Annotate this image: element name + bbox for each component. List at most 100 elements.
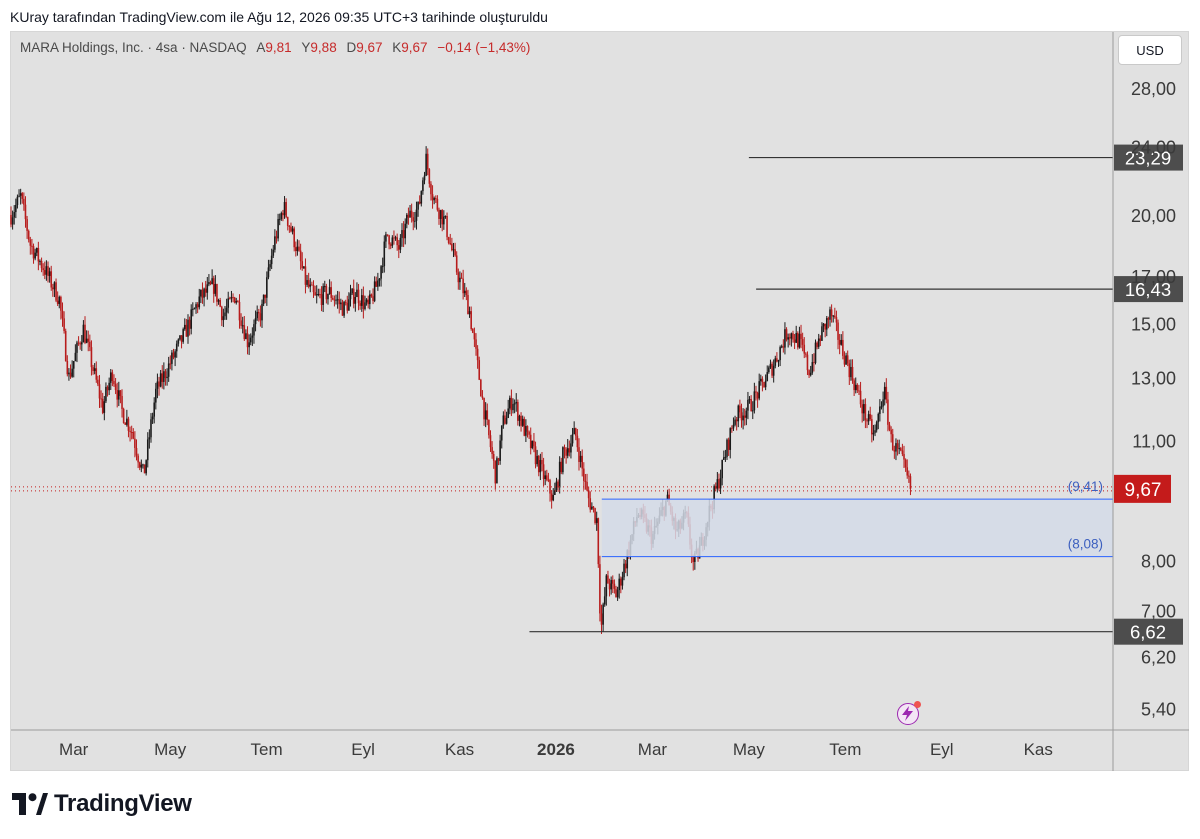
candle-body bbox=[299, 250, 302, 262]
candle-body bbox=[713, 486, 715, 510]
candle-body bbox=[423, 175, 426, 181]
candle-body bbox=[303, 266, 305, 269]
candle-body bbox=[867, 414, 870, 422]
candle-body bbox=[307, 280, 310, 287]
candle-body bbox=[734, 419, 736, 425]
candle-body bbox=[100, 398, 102, 400]
candle-body bbox=[856, 384, 859, 391]
candle-body bbox=[591, 506, 593, 510]
candle-body bbox=[724, 456, 727, 458]
candle-body bbox=[274, 236, 276, 250]
candle-body bbox=[208, 282, 210, 285]
candle-body bbox=[19, 193, 22, 196]
candle-body bbox=[340, 302, 342, 305]
candle-body bbox=[105, 386, 107, 402]
currency-button[interactable]: USD bbox=[1118, 35, 1182, 65]
candle-body bbox=[772, 365, 775, 376]
candle-body bbox=[484, 410, 487, 420]
lightning-icon[interactable] bbox=[897, 701, 921, 725]
candle-body bbox=[95, 368, 98, 380]
candle-body bbox=[220, 306, 223, 321]
candle-body bbox=[726, 439, 728, 457]
candle-body bbox=[200, 289, 202, 297]
candle-body bbox=[212, 278, 215, 294]
candle-body bbox=[66, 360, 69, 375]
chart-panel[interactable] bbox=[10, 31, 1189, 771]
candle-body bbox=[433, 198, 435, 201]
candle-body bbox=[879, 406, 881, 414]
candle-body bbox=[328, 287, 331, 294]
candle-body bbox=[476, 348, 479, 361]
candle-body bbox=[623, 563, 625, 578]
candle-body bbox=[536, 455, 538, 465]
candle-body bbox=[887, 399, 889, 425]
candle-body bbox=[253, 324, 255, 336]
candle-body bbox=[589, 498, 592, 510]
candle-body bbox=[801, 339, 804, 345]
candle-body bbox=[270, 255, 273, 265]
candle-body bbox=[238, 301, 241, 321]
candle-body bbox=[343, 301, 345, 316]
candle-body bbox=[333, 299, 336, 301]
candle-body bbox=[69, 372, 72, 377]
candle-body bbox=[573, 428, 575, 435]
candle-body bbox=[780, 346, 783, 348]
candle-body bbox=[177, 339, 180, 344]
candle-body bbox=[748, 399, 751, 401]
candle-body bbox=[832, 315, 835, 317]
candle-body bbox=[90, 347, 93, 368]
candle-body bbox=[180, 335, 183, 342]
candle-body bbox=[306, 280, 308, 285]
candle-body bbox=[882, 399, 884, 407]
symbol-legend[interactable]: MARA Holdings, Inc. · 4sa · NASDAQ A9,81… bbox=[20, 40, 530, 55]
zone-fill bbox=[601, 499, 1113, 557]
candle-body bbox=[864, 404, 867, 421]
candle-body bbox=[142, 464, 144, 466]
candle-body bbox=[883, 386, 886, 400]
candle-body bbox=[148, 437, 151, 440]
candle-body bbox=[602, 604, 604, 625]
candle-body bbox=[496, 458, 498, 484]
candle-body bbox=[92, 367, 94, 371]
high-value: 9,88 bbox=[310, 40, 337, 55]
candle-body bbox=[607, 575, 609, 584]
candle-body bbox=[185, 324, 188, 337]
candle-body bbox=[249, 337, 252, 343]
tradingview-logo[interactable]: TradingView bbox=[12, 790, 192, 818]
candle-body bbox=[731, 428, 733, 430]
candle-body bbox=[344, 301, 347, 303]
candle-body bbox=[129, 430, 131, 432]
candle-body bbox=[406, 214, 408, 224]
candle-body bbox=[845, 355, 847, 365]
candle-body bbox=[809, 372, 812, 376]
candle-body bbox=[447, 237, 450, 243]
candle-body bbox=[563, 447, 566, 450]
candle-body bbox=[378, 278, 381, 281]
candle-body bbox=[256, 311, 258, 319]
candle-body bbox=[206, 284, 209, 293]
candle-body bbox=[227, 298, 230, 308]
symbol-title[interactable]: MARA Holdings, Inc. · 4sa · NASDAQ bbox=[20, 40, 247, 55]
candle-body bbox=[618, 578, 621, 591]
candle-body bbox=[481, 396, 484, 398]
candle-body bbox=[294, 247, 297, 252]
candle-body bbox=[351, 288, 353, 294]
x-tick-label: Mar bbox=[638, 740, 668, 759]
candle-body bbox=[349, 293, 352, 300]
candle-body bbox=[214, 284, 217, 294]
candle-body bbox=[898, 448, 900, 450]
candle-body bbox=[151, 416, 154, 420]
candle-body bbox=[803, 344, 806, 354]
candle-body bbox=[224, 312, 226, 317]
candle-body bbox=[428, 169, 431, 184]
candle-body bbox=[908, 475, 910, 477]
candle-body bbox=[77, 342, 80, 344]
candle-body bbox=[901, 450, 904, 455]
candle-body bbox=[169, 363, 172, 365]
candle-body bbox=[497, 458, 500, 461]
candle-body bbox=[414, 220, 416, 222]
candle-body bbox=[45, 266, 48, 275]
candle-body bbox=[824, 323, 826, 330]
candle-body bbox=[126, 418, 128, 425]
